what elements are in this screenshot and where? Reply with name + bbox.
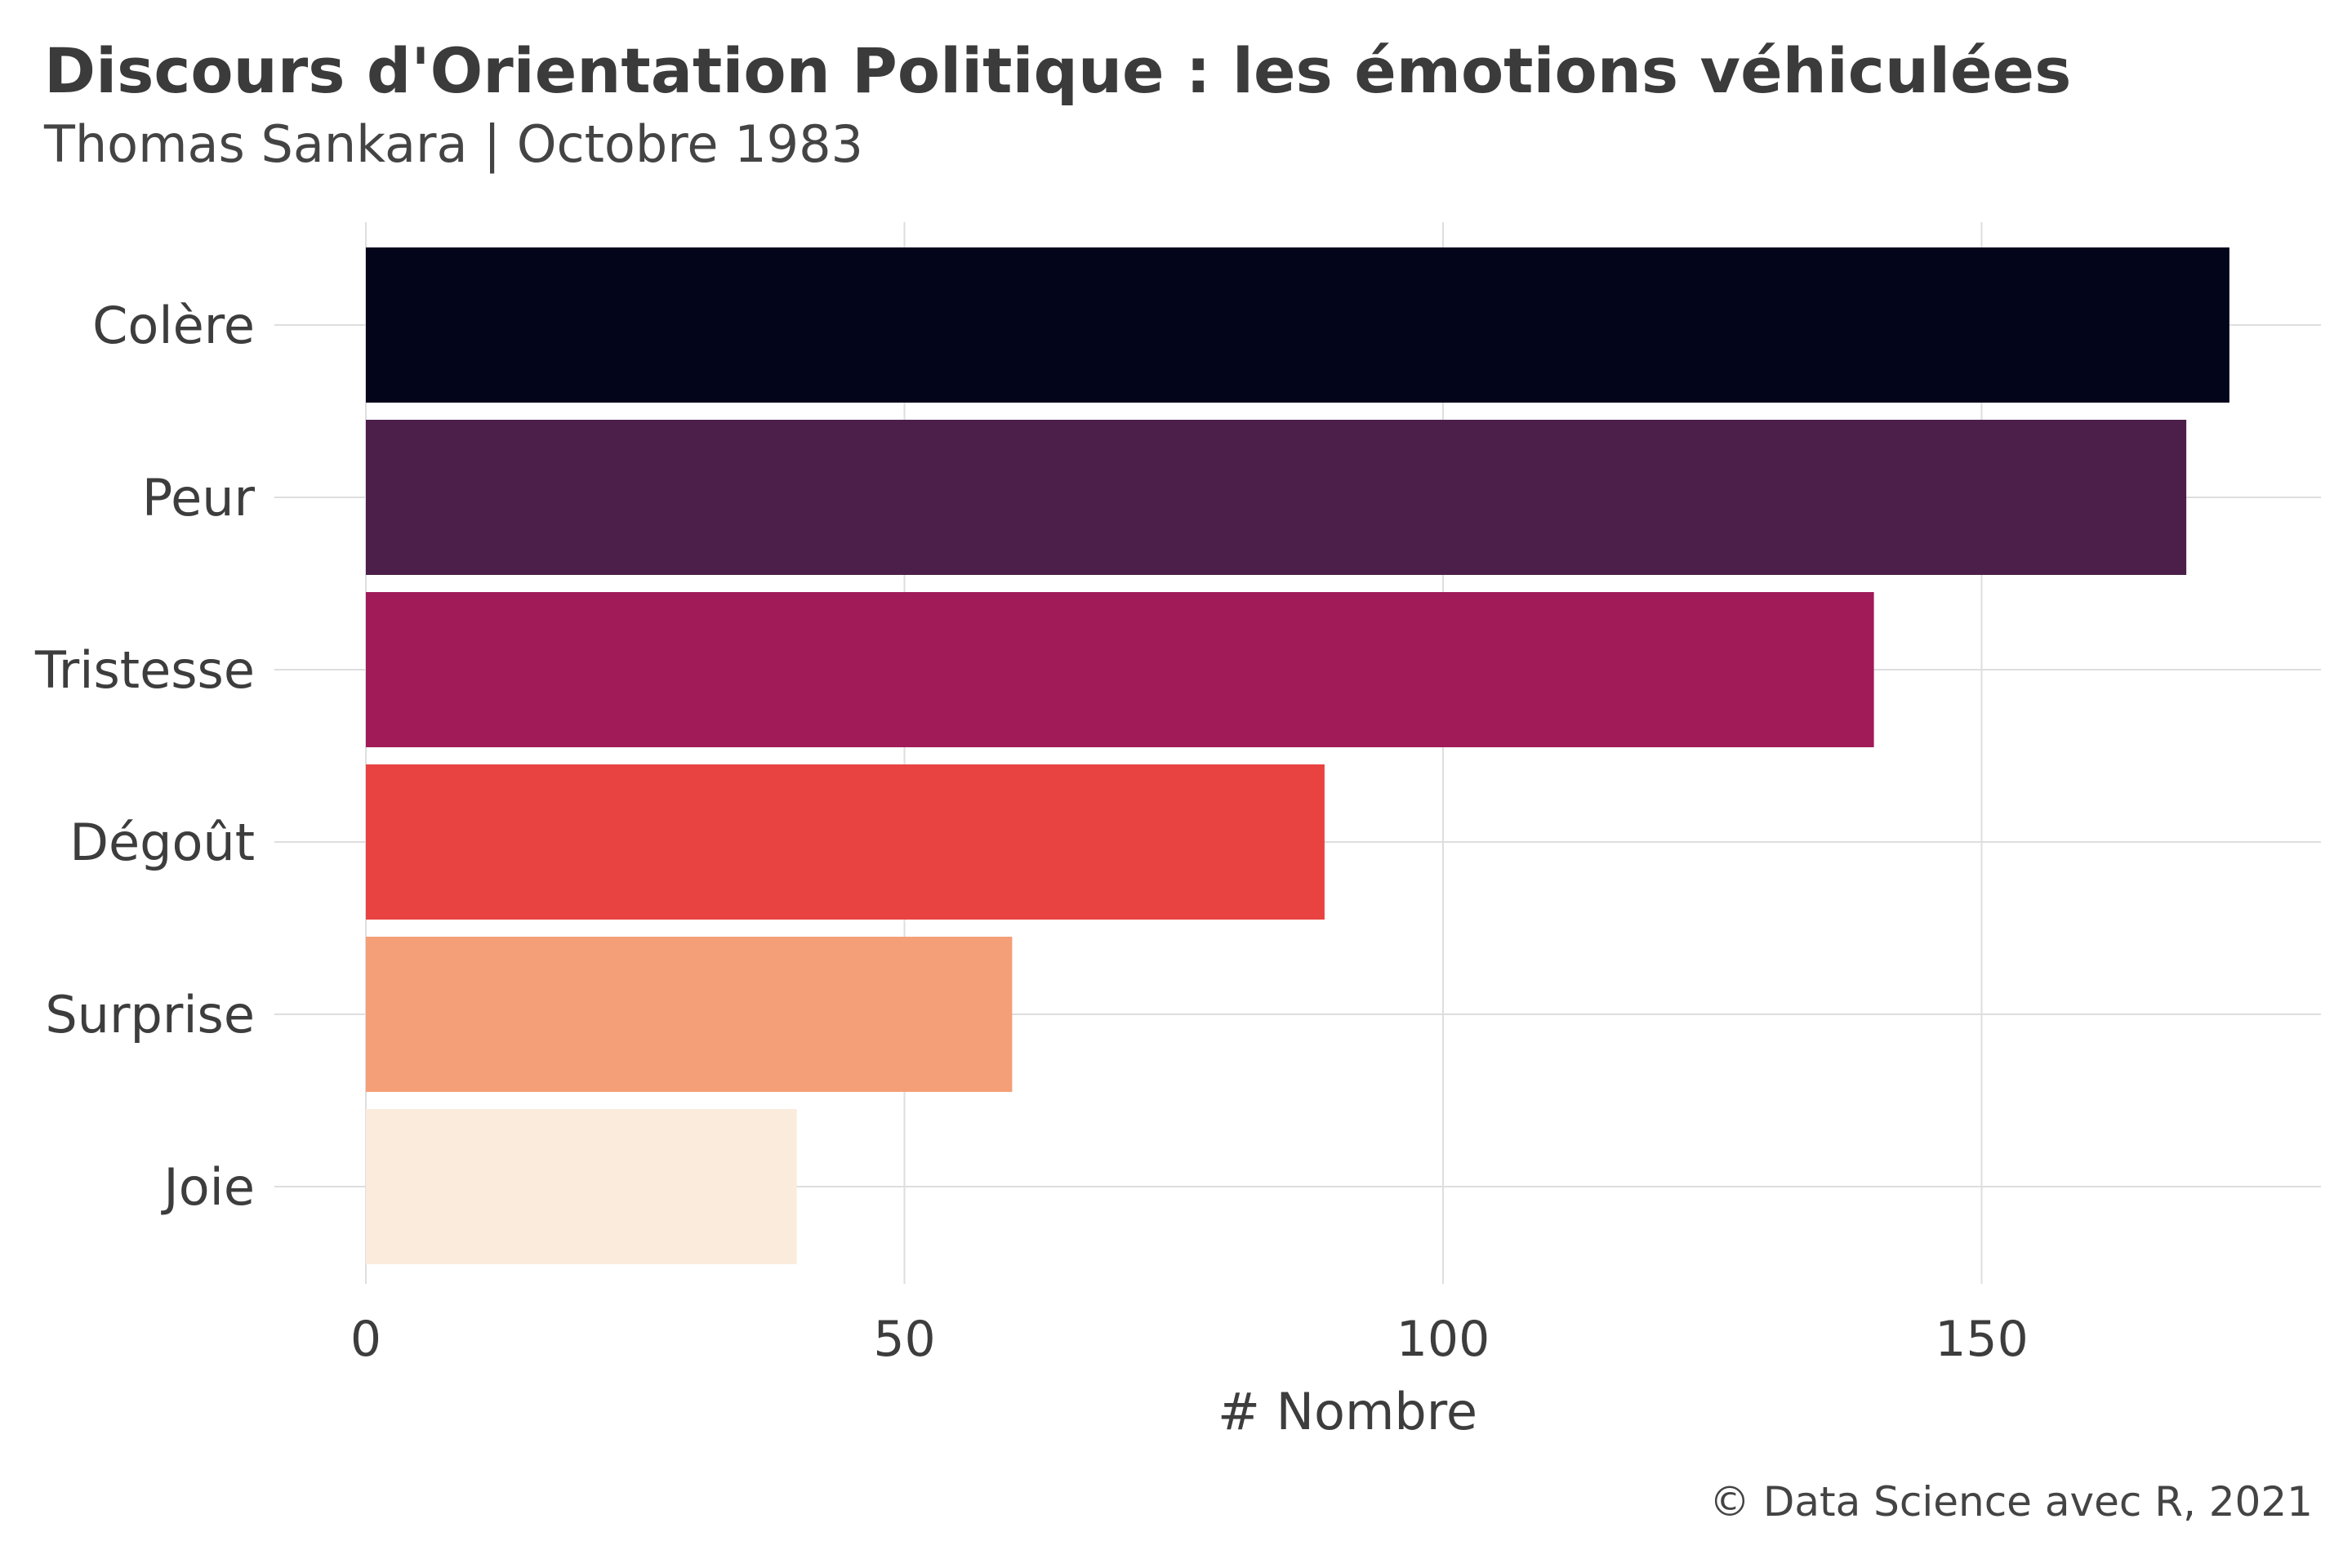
category-labels: Colère Peur Tristesse Dégoût Surprise Joie — [34, 296, 255, 1217]
category-label: Tristesse — [34, 640, 255, 700]
x-tick-label: 50 — [873, 1311, 935, 1368]
category-label: Surprise — [45, 985, 255, 1045]
chart-caption: © Data Science avec R, 2021 — [1708, 1478, 2313, 1526]
bar — [366, 764, 1325, 920]
x-tick-label: 0 — [350, 1311, 381, 1368]
category-label: Dégoût — [69, 813, 255, 872]
chart-title: Discours d'Orientation Politique : les é… — [44, 34, 2072, 107]
category-label: Colère — [92, 296, 255, 355]
x-axis-title: # Nombre — [1218, 1382, 1477, 1441]
bars — [366, 247, 2230, 1264]
x-tick-label: 100 — [1396, 1311, 1490, 1368]
bar — [366, 1109, 797, 1264]
x-tick-labels: 0 50 100 150 — [350, 1311, 2029, 1368]
x-tick-label: 150 — [1935, 1311, 2029, 1368]
bar — [366, 420, 2187, 575]
bar — [366, 592, 1874, 747]
bar — [366, 247, 2230, 403]
bar — [366, 937, 1013, 1092]
chart-subtitle: Thomas Sankara | Octobre 1983 — [44, 114, 863, 174]
category-label: Joie — [160, 1157, 255, 1217]
category-label: Peur — [142, 468, 256, 528]
